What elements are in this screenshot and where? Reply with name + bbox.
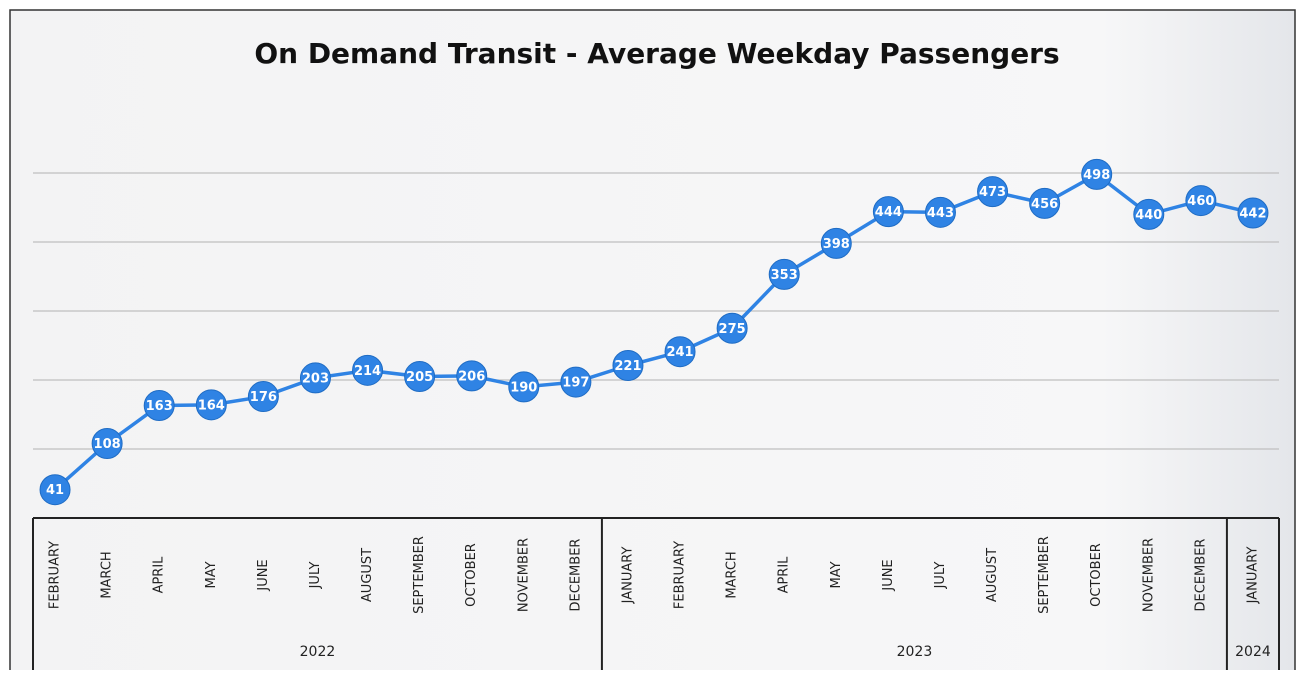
marker <box>924 196 956 228</box>
data-label: 456 <box>1031 197 1058 212</box>
x-tick-label: APRIL <box>152 556 167 594</box>
data-label: 197 <box>562 376 589 391</box>
marker <box>1081 158 1113 190</box>
group-label: 2024 <box>1235 644 1271 660</box>
x-tick-label: JANUARY <box>1245 547 1260 605</box>
marker <box>768 258 800 290</box>
data-label: 460 <box>1187 194 1214 209</box>
x-tick-label: AUGUST <box>360 548 375 602</box>
marker <box>977 176 1009 208</box>
marker <box>1237 197 1269 229</box>
x-tick-label: FEBRUARY <box>48 541 63 609</box>
data-label: 221 <box>614 359 641 374</box>
data-label: 163 <box>146 399 173 414</box>
x-tick-label: NOVEMBER <box>516 538 531 612</box>
x-tick-label: JANUARY <box>620 547 635 605</box>
x-tick-label: MARCH <box>100 551 115 598</box>
data-label: 108 <box>94 437 121 452</box>
x-tick-label: DECEMBER <box>1193 539 1208 612</box>
marker <box>456 360 488 392</box>
data-label: 275 <box>719 322 746 337</box>
x-tick-label: OCTOBER <box>464 543 479 607</box>
data-label: 206 <box>458 369 485 384</box>
marker <box>195 389 227 421</box>
x-tick-label: MARCH <box>725 551 740 598</box>
x-tick-label: OCTOBER <box>1089 543 1104 607</box>
x-tick-label: SEPTEMBER <box>1037 536 1052 614</box>
x-tick-label: FEBRUARY <box>673 541 688 609</box>
data-label: 353 <box>771 268 798 283</box>
data-label: 205 <box>406 370 433 385</box>
x-tick-label: SEPTEMBER <box>412 536 427 614</box>
data-label: 176 <box>250 390 277 405</box>
x-tick-label: JUNE <box>881 559 896 591</box>
marker <box>91 427 123 459</box>
x-tick-label: DECEMBER <box>568 539 583 612</box>
data-label: 41 <box>46 483 64 498</box>
x-tick-label: MAY <box>829 561 844 588</box>
data-label: 203 <box>302 371 329 386</box>
marker <box>716 312 748 344</box>
data-label: 190 <box>510 380 537 395</box>
x-tick-label: AUGUST <box>985 548 1000 602</box>
data-label: 442 <box>1239 207 1266 222</box>
marker <box>299 362 331 394</box>
marker <box>352 354 384 386</box>
frame <box>9 9 1296 674</box>
marker <box>143 390 175 422</box>
data-label: 214 <box>354 364 381 379</box>
chart-title: On Demand Transit - Average Weekday Pass… <box>254 37 1059 70</box>
marker <box>872 196 904 228</box>
marker <box>820 227 852 259</box>
x-tick-label: JULY <box>933 562 948 590</box>
marker <box>404 361 436 393</box>
data-label: 164 <box>198 398 225 413</box>
data-label: 473 <box>979 185 1006 200</box>
x-tick-label: JUNE <box>256 559 271 591</box>
data-label: 440 <box>1135 208 1162 223</box>
marker <box>508 371 540 403</box>
marker <box>560 366 592 398</box>
data-label: 444 <box>875 205 902 220</box>
data-label: 498 <box>1083 168 1110 183</box>
group-label: 2023 <box>897 644 933 660</box>
marker <box>1029 187 1061 219</box>
data-label: 241 <box>666 345 693 360</box>
x-tick-label: MAY <box>204 561 219 588</box>
x-tick-label: JULY <box>308 562 323 590</box>
marker <box>664 336 696 368</box>
data-label: 443 <box>927 206 954 221</box>
x-tick-label: APRIL <box>777 556 792 594</box>
marker <box>39 474 71 506</box>
marker <box>1185 185 1217 217</box>
marker <box>247 381 279 413</box>
x-tick-label: NOVEMBER <box>1141 538 1156 612</box>
marker <box>1133 198 1165 230</box>
group-label: 2022 <box>300 644 336 660</box>
data-label: 398 <box>823 237 850 252</box>
marker <box>612 350 644 382</box>
